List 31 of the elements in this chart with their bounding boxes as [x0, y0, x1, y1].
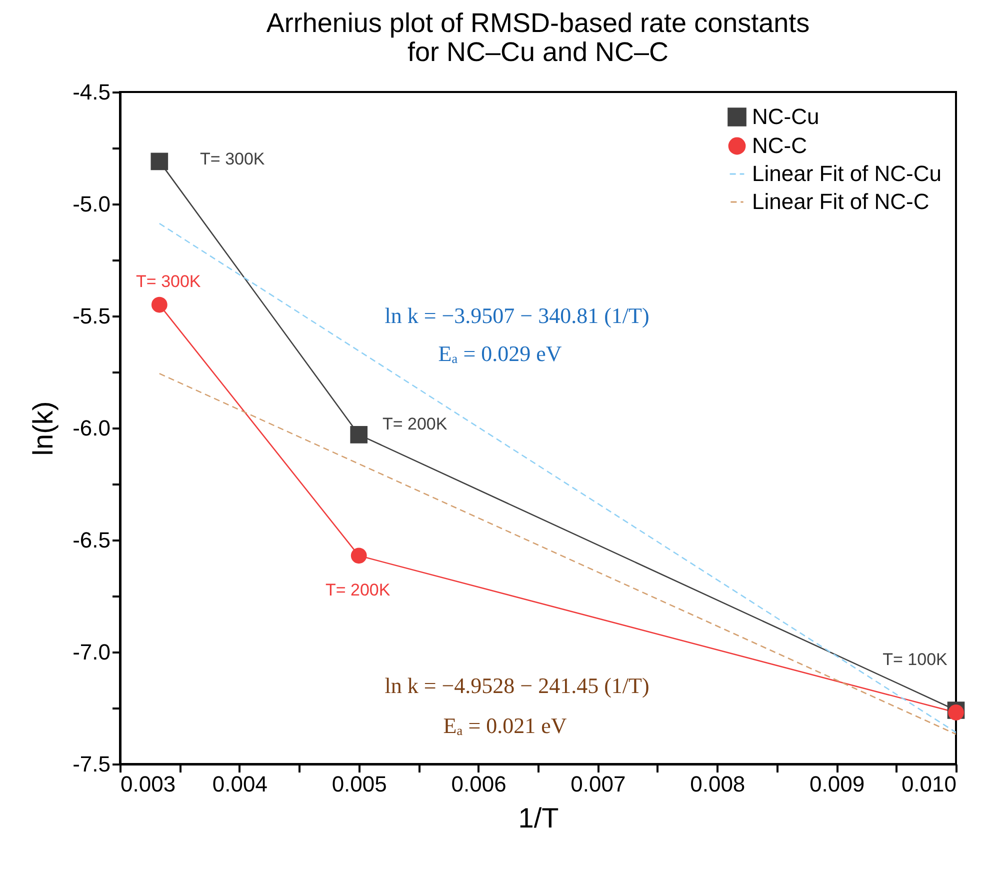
y-tick-label: -5.5 [72, 304, 110, 328]
annotation: T= 200K [382, 414, 448, 434]
legend-label: NC-Cu [752, 104, 820, 129]
annotation: Eₐ = 0.021 eV [443, 713, 567, 738]
legend-label: NC-C [752, 133, 808, 158]
annotation: ln k = −4.9528 − 241.45 (1/T) [384, 673, 650, 698]
annotation: T= 100K [882, 650, 948, 670]
x-tick-label: 0.003 [120, 772, 176, 796]
x-tick-label: 0.008 [690, 772, 746, 796]
chart-title: Arrhenius plot of RMSD-based rate constants for NC–Cu and NC–C [266, 8, 810, 67]
y-tick-label: -6.0 [72, 416, 110, 440]
x-tick-label: 0.005 [332, 772, 387, 796]
x-tick-label: 0.010 [901, 772, 956, 796]
y-tick-label: -7.5 [72, 752, 110, 776]
annotation: T= 300K [136, 272, 202, 291]
annotation: Eₐ = 0.029 eV [438, 341, 562, 366]
annotation: T= 300K [200, 149, 266, 168]
x-tick-label: 0.006 [451, 772, 506, 796]
x-axis-title: 1/T [518, 802, 559, 834]
annotation: ln k = −3.9507 − 340.81 (1/T) [384, 303, 650, 328]
x-tick-label: 0.004 [212, 772, 268, 796]
y-tick-label: -5.0 [72, 192, 110, 216]
y-tick-label: -4.5 [72, 80, 110, 104]
y-tick-label: -6.5 [72, 528, 110, 552]
y-axis-title: ln(k) [28, 401, 59, 456]
x-tick-label: 0.007 [570, 772, 626, 796]
legend-label: Linear Fit of NC-C [752, 189, 930, 214]
y-tick-label: -7.0 [72, 640, 110, 664]
x-tick-label: 0.009 [810, 772, 865, 796]
legend-label: Linear Fit of NC-Cu [752, 161, 942, 186]
annotation: T= 200K [325, 580, 391, 600]
